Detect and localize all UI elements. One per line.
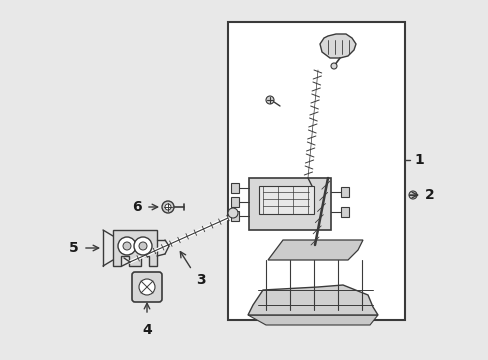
Text: 6: 6 — [132, 200, 142, 214]
Polygon shape — [267, 240, 362, 260]
Polygon shape — [319, 34, 355, 58]
Text: 3: 3 — [196, 273, 205, 287]
Circle shape — [265, 96, 273, 104]
Bar — [230, 183, 239, 193]
Polygon shape — [247, 315, 377, 325]
Circle shape — [227, 208, 238, 218]
Text: 2: 2 — [424, 188, 434, 202]
Circle shape — [123, 242, 131, 250]
Bar — [340, 207, 348, 217]
Bar — [227, 22, 404, 320]
Bar — [230, 197, 239, 207]
FancyBboxPatch shape — [132, 272, 162, 302]
Circle shape — [164, 204, 171, 210]
Text: 4: 4 — [142, 323, 152, 337]
Circle shape — [139, 242, 147, 250]
Bar — [259, 186, 313, 214]
Polygon shape — [113, 230, 157, 266]
Circle shape — [118, 237, 136, 255]
Circle shape — [139, 279, 155, 295]
Circle shape — [330, 63, 336, 69]
Bar — [248, 178, 330, 230]
Bar — [230, 211, 239, 221]
Circle shape — [134, 237, 152, 255]
Polygon shape — [247, 285, 377, 315]
Bar — [340, 187, 348, 197]
Circle shape — [162, 201, 174, 213]
Circle shape — [408, 191, 416, 199]
Text: 5: 5 — [69, 241, 79, 255]
Text: 1: 1 — [413, 153, 423, 167]
